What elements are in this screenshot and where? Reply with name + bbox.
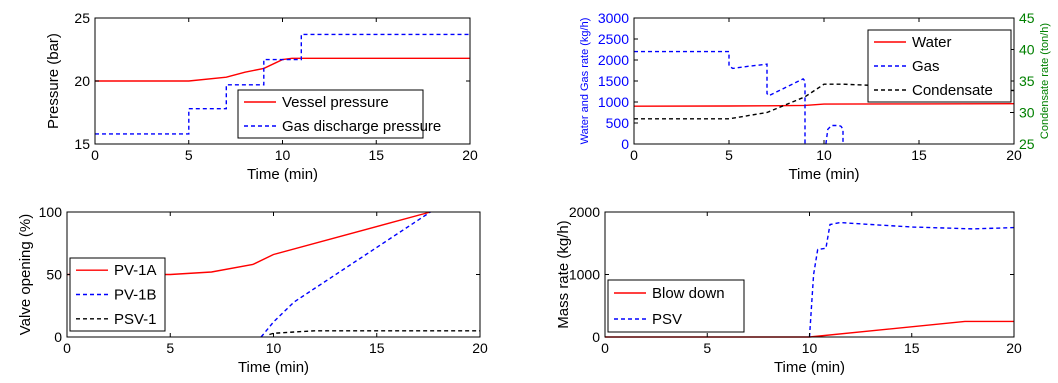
x-tick-label: 0 xyxy=(91,147,99,163)
y-axis-right-label: Condensate rate (ton/h) xyxy=(1039,23,1051,139)
x-tick-label: 15 xyxy=(369,340,385,356)
x-tick-label: 10 xyxy=(266,340,282,356)
y-tick-label: 0 xyxy=(592,329,600,345)
y-tick-label: 2000 xyxy=(598,52,629,68)
chart-top-right: 0 5 10 15 2005001000150020002500300025303540… xyxy=(579,10,1051,183)
x-tick-label: 15 xyxy=(904,340,920,356)
x-tick-label: 15 xyxy=(368,147,384,163)
x-tick-label: 20 xyxy=(472,340,488,356)
x-tick-label: 5 xyxy=(703,340,711,356)
x-axis-label: Time (min) xyxy=(247,166,318,183)
legend-entry: PV-1A xyxy=(114,262,157,279)
x-tick-label: 0 xyxy=(601,340,609,356)
x-tick-label: 0 xyxy=(630,147,638,163)
x-tick-label: 5 xyxy=(725,147,733,163)
y-tick-label: 3000 xyxy=(598,10,629,26)
y-right-tick-label: 40 xyxy=(1019,42,1035,58)
y-axis-label: Mass rate (kg/h) xyxy=(555,220,572,328)
y-tick-label: 50 xyxy=(46,267,62,283)
y-tick-label: 500 xyxy=(606,115,630,131)
legend: Water Gas Condensate xyxy=(867,29,1012,103)
series-line-water xyxy=(633,102,1015,107)
legend: Blow down PSV xyxy=(607,279,745,333)
series-line-gas xyxy=(825,124,844,145)
series-line-psv-1 xyxy=(269,330,480,336)
chart-top-left: 0 5 10 15 20 15 20 25 Time (min) Pressure (bar) Ve… xyxy=(45,10,478,183)
x-tick-label: 15 xyxy=(911,147,927,163)
y-tick-label: 2500 xyxy=(598,31,629,47)
y-axis-label: Water and Gas rate (kg/h) xyxy=(579,18,591,145)
y-tick-label: 1000 xyxy=(598,94,629,110)
legend: PV-1A PV-1B PSV-1 xyxy=(69,257,166,332)
y-tick-label: 2000 xyxy=(569,204,600,220)
y-tick-label: 0 xyxy=(54,329,62,345)
y-axis-label: Pressure (bar) xyxy=(45,33,62,129)
legend-entry: Blow down xyxy=(652,285,725,302)
x-tick-label: 5 xyxy=(166,340,174,356)
legend-entry: PV-1B xyxy=(114,287,157,304)
x-axis-label: Time (min) xyxy=(788,166,859,183)
y-tick-label: 25 xyxy=(74,10,90,26)
y-tick-label: 1500 xyxy=(598,73,629,89)
legend-entry: Condensate xyxy=(912,82,993,99)
y-right-tick-label: 25 xyxy=(1019,136,1035,152)
y-tick-label: 15 xyxy=(74,136,90,152)
x-tick-label: 20 xyxy=(462,147,478,163)
series-line-psv xyxy=(808,221,1015,338)
x-axis-label: Time (min) xyxy=(774,359,845,376)
chart-bottom-right: 0 5 10 15 20 0 1000 2000 Time (min) Mass rate (kg… xyxy=(555,204,1022,376)
legend-entry: Water xyxy=(912,34,951,51)
series-line-condensate xyxy=(634,83,1015,120)
x-axis-label: Time (min) xyxy=(238,359,309,376)
x-tick-label: 0 xyxy=(63,340,71,356)
legend-entry: PSV-1 xyxy=(114,311,157,328)
x-tick-label: 10 xyxy=(816,147,832,163)
y-tick-label: 100 xyxy=(39,204,63,220)
x-tick-label: 20 xyxy=(1006,340,1022,356)
x-tick-label: 10 xyxy=(802,340,818,356)
legend-box xyxy=(237,89,424,139)
legend-entry: Vessel pressure xyxy=(282,94,389,111)
y-axis-label: Valve opening (%) xyxy=(17,214,34,335)
series-line-gas xyxy=(634,50,806,144)
x-tick-label: 10 xyxy=(275,147,291,163)
series-line-gas-discharge-pressure xyxy=(95,33,470,135)
series-line-pv-1b xyxy=(260,211,431,338)
legend-entry: Gas xyxy=(912,58,940,75)
y-tick-label: 1000 xyxy=(569,267,600,283)
y-right-tick-label: 35 xyxy=(1019,73,1035,89)
y-right-tick-label: 45 xyxy=(1019,10,1035,26)
legend-entry: PSV xyxy=(652,311,682,328)
x-tick-label: 20 xyxy=(1006,147,1022,163)
y-tick-label: 0 xyxy=(621,136,629,152)
legend-entry: Gas discharge pressure xyxy=(282,118,441,135)
chart-bottom-left: 0 5 10 15 20 0 50 100 Time (min) Valve opening (%… xyxy=(17,204,488,376)
series-line-vessel-pressure xyxy=(95,57,470,82)
y-right-tick-label: 30 xyxy=(1019,105,1035,121)
x-tick-label: 5 xyxy=(185,147,193,163)
legend-box xyxy=(607,279,745,333)
y-tick-label: 20 xyxy=(74,73,90,89)
legend: Vessel pressure Gas discharge pressure xyxy=(237,89,441,139)
